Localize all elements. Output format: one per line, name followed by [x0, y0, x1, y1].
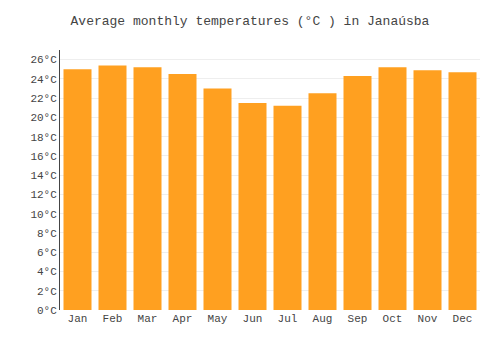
svg-text:20°C: 20°C — [30, 112, 57, 124]
svg-text:Jan: Jan — [68, 313, 88, 325]
svg-text:26°C: 26°C — [30, 54, 57, 66]
svg-text:18°C: 18°C — [30, 132, 57, 144]
svg-text:Feb: Feb — [103, 313, 123, 325]
svg-text:8°C: 8°C — [37, 228, 57, 240]
svg-text:12°C: 12°C — [30, 189, 57, 201]
svg-text:Jul: Jul — [278, 313, 298, 325]
svg-text:Jun: Jun — [243, 313, 263, 325]
svg-text:Oct: Oct — [383, 313, 403, 325]
svg-text:Aug: Aug — [313, 313, 333, 325]
svg-text:2°C: 2°C — [37, 286, 57, 298]
svg-text:0°C: 0°C — [37, 305, 57, 317]
svg-text:24°C: 24°C — [30, 74, 57, 86]
svg-text:Mar: Mar — [138, 313, 158, 325]
svg-text:14°C: 14°C — [30, 170, 57, 182]
svg-text:16°C: 16°C — [30, 151, 57, 163]
svg-text:Average monthly temperatures (: Average monthly temperatures (°C ) in Ja… — [71, 14, 430, 29]
svg-text:Nov: Nov — [418, 313, 438, 325]
svg-text:6°C: 6°C — [37, 247, 57, 259]
svg-text:Apr: Apr — [173, 313, 193, 325]
svg-text:10°C: 10°C — [30, 209, 57, 221]
svg-text:4°C: 4°C — [37, 266, 57, 278]
svg-text:22°C: 22°C — [30, 93, 57, 105]
svg-text:Dec: Dec — [453, 313, 473, 325]
svg-text:May: May — [208, 313, 228, 325]
svg-text:Sep: Sep — [348, 313, 368, 325]
